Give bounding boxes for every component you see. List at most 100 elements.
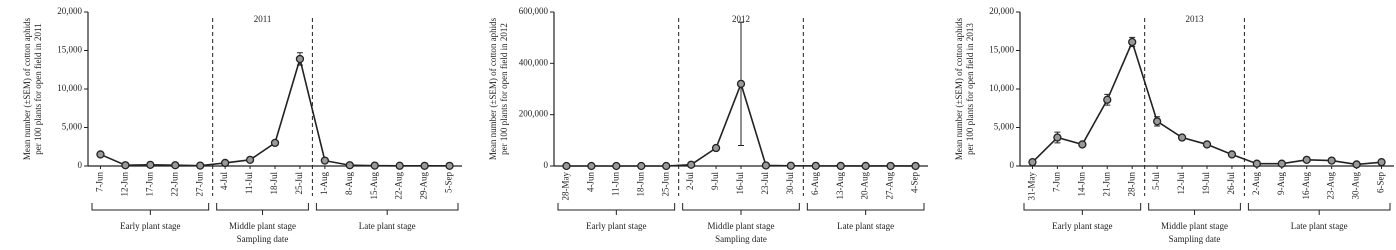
x-tick-label: 27-Aug <box>885 172 895 200</box>
stage-bracket <box>1247 203 1391 215</box>
data-point <box>1277 159 1286 168</box>
x-tick-label: 4-Jun <box>585 172 595 192</box>
stage-label: Early plant stage <box>120 221 180 231</box>
data-point <box>96 150 105 159</box>
data-point <box>245 155 255 164</box>
data-point <box>445 161 454 170</box>
data-point <box>1053 133 1062 142</box>
data-point <box>612 161 621 171</box>
chart-title: 2012 <box>732 14 750 24</box>
data-point <box>637 161 646 171</box>
data-point <box>171 161 180 170</box>
y-axis-label: Mean number (±SEM) of cotton aphids <box>488 17 498 160</box>
data-point <box>711 143 721 153</box>
data-point <box>370 161 379 170</box>
x-axis-label: Sampling date <box>237 234 289 244</box>
x-tick-label: 15-Aug <box>369 172 379 200</box>
y-tick-label: 0 <box>544 160 549 170</box>
stage-label: Middle plant stage <box>229 221 296 231</box>
stage-bracket <box>315 203 459 215</box>
x-tick-label: 28-May <box>561 172 571 201</box>
stage-label: Early plant stage <box>586 221 646 231</box>
x-tick-label: 20-Aug <box>860 172 870 200</box>
data-point <box>836 161 845 171</box>
x-tick-label: 18-Jun <box>635 172 645 197</box>
data-point <box>295 54 305 64</box>
data-point <box>886 161 895 171</box>
stage-bracket <box>806 203 925 215</box>
data-point <box>761 161 771 170</box>
stage-bracket <box>682 203 800 215</box>
y-tick-label: 5,000 <box>994 122 1015 132</box>
x-tick-label: 28-Jun <box>1126 172 1136 197</box>
y-tick-label: 15,000 <box>57 45 82 55</box>
y-tick-label: 20,000 <box>989 6 1014 16</box>
y-tick-label: 400,000 <box>519 57 549 67</box>
stage-label: Late plant stage <box>359 221 416 231</box>
x-tick-label: 11-Jun <box>610 172 620 197</box>
x-axis-label: Sampling date <box>1169 234 1221 244</box>
x-tick-label: 16-Jul <box>735 172 745 195</box>
data-point <box>1252 159 1262 168</box>
x-tick-label: 16-Aug <box>1301 172 1311 200</box>
data-point <box>1377 157 1386 167</box>
y-tick-label: 200,000 <box>519 109 549 119</box>
data-point <box>1103 95 1112 104</box>
data-point <box>1028 157 1037 167</box>
y-axis-label: per 100 plants for open field in 2011 <box>33 23 43 154</box>
x-tick-label: 11-Jul <box>244 172 254 195</box>
data-point <box>345 161 354 170</box>
x-tick-label: 18-Jul <box>269 172 279 195</box>
x-tick-label: 12-Jun <box>119 172 129 197</box>
y-tick-label: 0 <box>78 160 83 170</box>
x-tick-label: 23-Aug <box>1326 172 1336 200</box>
x-tick-label: 12-Jul <box>1176 172 1186 195</box>
x-tick-label: 29-Aug <box>419 172 429 200</box>
x-tick-label: 31-May <box>1027 172 1037 201</box>
y-axis-label: Mean number (±SEM) of cotton aphids <box>954 17 964 160</box>
data-line <box>100 55 450 167</box>
x-tick-label: 9-Aug <box>1276 172 1286 195</box>
x-tick-label: 7-Jun <box>1051 172 1061 192</box>
data-point <box>1202 140 1212 149</box>
stage-label: Middle plant stage <box>1161 221 1228 231</box>
data-point <box>1227 150 1237 159</box>
y-axis-label: per 100 plants for open field in 2012 <box>499 23 509 155</box>
data-point <box>587 161 596 171</box>
stage-bracket <box>1148 203 1241 215</box>
y-tick-label: 10,000 <box>57 83 82 93</box>
data-point <box>1078 140 1087 149</box>
data-point <box>861 161 870 171</box>
x-tick-label: 2-Aug <box>1251 172 1261 195</box>
x-tick-label: 23-Jul <box>760 172 770 195</box>
stage-label: Middle plant stage <box>708 221 775 231</box>
x-tick-label: 1-Aug <box>319 172 329 195</box>
x-tick-label: 14-Jun <box>1076 172 1086 197</box>
x-tick-label: 27-Jun <box>194 172 204 197</box>
stage-bracket <box>557 203 676 215</box>
y-tick-label: 15,000 <box>989 45 1014 55</box>
x-tick-label: 22-Aug <box>394 172 404 200</box>
data-point <box>270 138 280 148</box>
x-tick-label: 9-Jul <box>710 172 720 190</box>
x-tick-label: 25-Jul <box>294 172 304 195</box>
data-point <box>420 161 429 170</box>
data-point <box>662 161 671 171</box>
x-tick-label: 8-Aug <box>344 172 354 195</box>
data-point <box>146 160 155 169</box>
chart-title: 2011 <box>254 14 272 24</box>
x-tick-label: 21-Jun <box>1101 172 1111 197</box>
data-point <box>786 161 796 170</box>
stage-bracket <box>91 203 210 215</box>
y-tick-label: 20,000 <box>57 6 82 16</box>
data-point <box>196 161 205 170</box>
data-point <box>562 161 571 171</box>
stage-bracket <box>216 203 309 215</box>
x-tick-label: 22-Jun <box>169 172 179 197</box>
x-tick-label: 25-Jun <box>660 172 670 197</box>
x-tick-label: 30-Jul <box>785 172 795 195</box>
y-tick-label: 0 <box>1010 160 1015 170</box>
y-axis-label: per 100 plants for open field in 2013 <box>965 23 975 155</box>
